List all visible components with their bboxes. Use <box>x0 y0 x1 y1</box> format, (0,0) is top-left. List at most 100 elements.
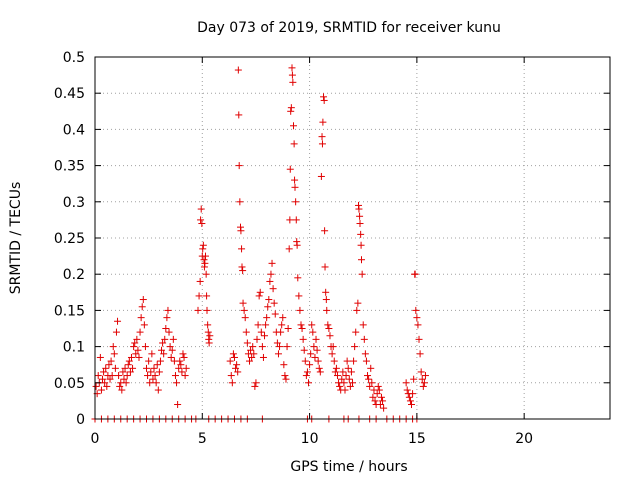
data-point <box>163 314 171 322</box>
y-tick-label: 0.5 <box>63 50 85 66</box>
data-point <box>278 321 286 329</box>
data-point <box>286 216 294 224</box>
data-point <box>246 357 253 365</box>
data-point <box>254 321 262 329</box>
data-point <box>279 314 287 322</box>
chart-title: Day 073 of 2019, SRMTID for receiver kun… <box>197 20 501 36</box>
data-point <box>326 332 334 340</box>
data-point <box>259 353 267 361</box>
data-point <box>344 364 352 372</box>
data-point <box>312 335 320 343</box>
data-point <box>177 361 185 369</box>
data-point <box>321 227 329 235</box>
data-point <box>153 361 161 369</box>
data-point <box>314 357 322 365</box>
data-point <box>330 357 338 365</box>
data-point <box>130 343 138 351</box>
data-point <box>243 339 251 347</box>
data-point <box>230 353 238 361</box>
data-point <box>282 375 290 383</box>
data-point <box>122 379 130 387</box>
y-tick-label: 0.45 <box>54 86 85 102</box>
data-point <box>266 277 274 285</box>
data-point <box>341 386 349 394</box>
data-point <box>138 303 146 311</box>
data-point <box>92 382 100 390</box>
x-tick-label: 15 <box>408 431 426 447</box>
data-point <box>242 328 250 336</box>
data-point <box>205 339 213 347</box>
data-point <box>323 306 331 314</box>
data-point <box>262 321 270 329</box>
data-point <box>161 335 169 343</box>
data-point <box>110 350 118 358</box>
data-point <box>112 328 120 336</box>
data-point <box>412 306 420 314</box>
data-point <box>415 335 423 343</box>
data-point <box>206 332 214 340</box>
data-point <box>292 216 300 224</box>
data-point <box>289 78 297 86</box>
data-point <box>238 245 246 253</box>
data-point <box>178 368 186 376</box>
data-point <box>302 372 310 380</box>
data-point <box>169 335 177 343</box>
data-point <box>342 372 350 380</box>
plot-frame <box>94 56 611 420</box>
data-point <box>333 372 341 380</box>
data-point <box>265 296 273 304</box>
data-point <box>235 111 243 119</box>
data-point <box>346 382 354 390</box>
data-point <box>318 133 326 141</box>
data-point <box>360 335 368 343</box>
data-point <box>159 339 167 347</box>
data-point <box>253 335 261 343</box>
data-point <box>197 205 205 213</box>
data-point <box>290 140 298 148</box>
data-point <box>274 350 282 358</box>
data-point <box>204 321 212 329</box>
x-tick-label: 20 <box>515 431 533 447</box>
data-point <box>203 306 211 314</box>
x-axis-label: GPS time / hours <box>290 459 407 475</box>
data-point <box>376 401 384 409</box>
data-point <box>285 245 293 253</box>
data-point <box>356 220 364 228</box>
data-point <box>369 393 377 401</box>
data-point <box>141 343 149 351</box>
data-point <box>255 292 263 300</box>
data-point <box>356 212 364 220</box>
data-point <box>164 306 172 314</box>
data-point <box>103 382 111 390</box>
data-point <box>361 350 369 358</box>
data-point <box>331 368 339 376</box>
data-point <box>362 357 370 365</box>
data-point <box>264 303 272 311</box>
data-point <box>413 314 421 322</box>
data-point <box>416 350 424 358</box>
data-point <box>268 259 276 267</box>
data-point <box>124 361 132 369</box>
data-point <box>144 372 152 380</box>
data-point <box>299 335 307 343</box>
data-point <box>365 375 373 383</box>
data-point <box>96 353 104 361</box>
data-point <box>132 350 140 358</box>
data-point <box>134 346 142 354</box>
data-point <box>100 368 108 376</box>
data-point <box>165 328 173 336</box>
data-point <box>202 270 210 278</box>
axis-ticks: 0 0.05 0.1 0.15 0.2 0.25 0.3 0.35 0.4 0.45 0.5 0 5 10… <box>54 50 610 447</box>
data-point <box>320 93 328 101</box>
data-point <box>180 353 188 361</box>
data-point <box>197 216 205 224</box>
data-point <box>250 350 258 358</box>
data-point <box>288 64 296 72</box>
data-point <box>364 372 372 380</box>
data-point <box>414 321 422 329</box>
data-point <box>171 372 179 380</box>
data-point <box>162 325 170 332</box>
data-point <box>146 379 154 387</box>
data-point <box>310 343 318 351</box>
data-point <box>288 71 296 79</box>
